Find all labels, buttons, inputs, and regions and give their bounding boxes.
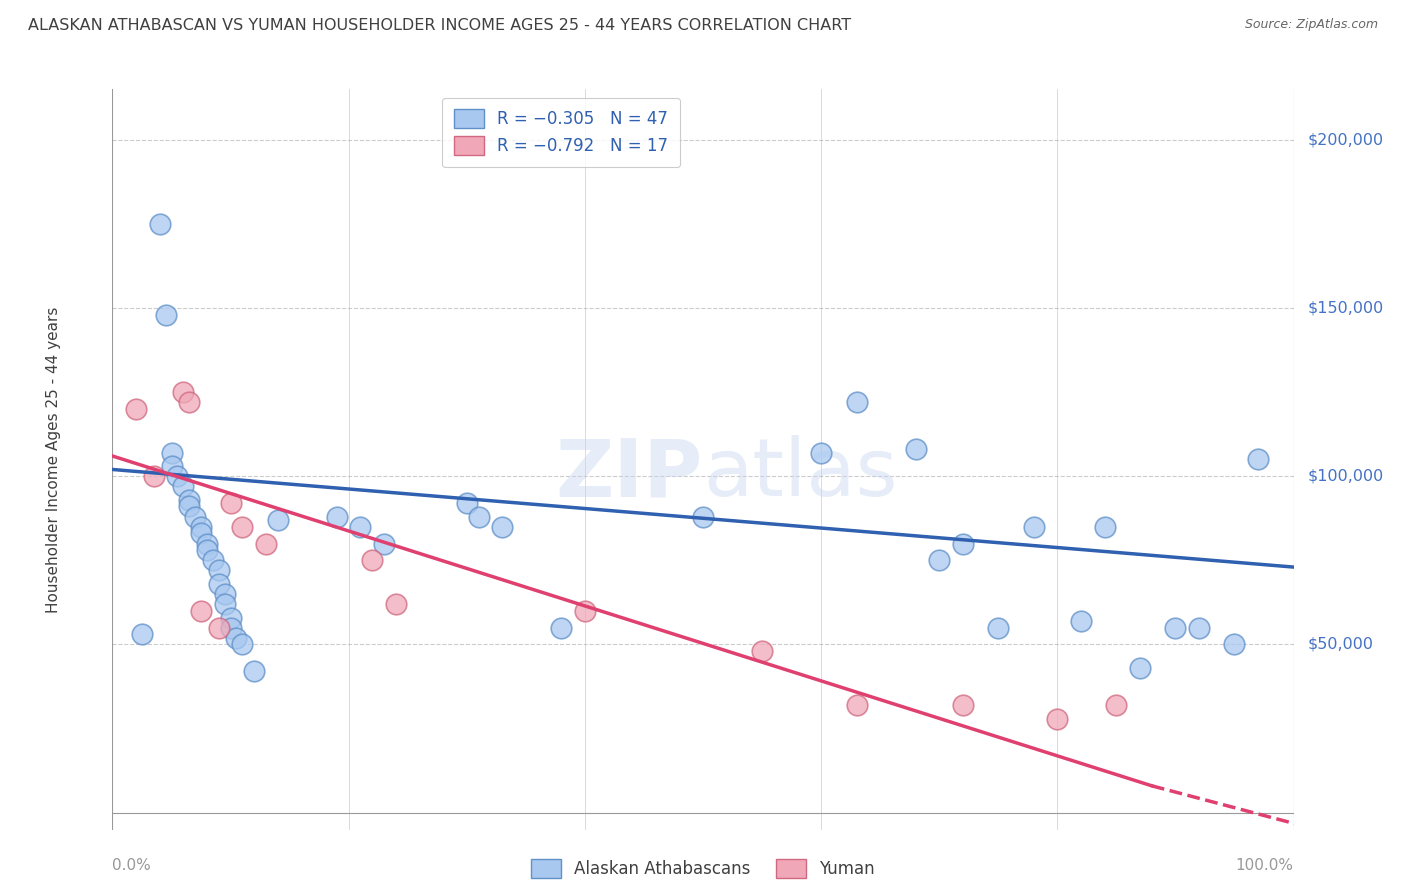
Point — [385, 597, 408, 611]
Point — [1070, 614, 1092, 628]
Point — [131, 627, 153, 641]
Legend: Alaskan Athabascans, Yuman: Alaskan Athabascans, Yuman — [522, 848, 884, 888]
Point — [326, 509, 349, 524]
Point — [373, 536, 395, 550]
Point — [845, 395, 868, 409]
Point — [254, 536, 277, 550]
Point — [467, 509, 489, 524]
Point — [491, 519, 513, 533]
Point — [190, 519, 212, 533]
Point — [1164, 621, 1187, 635]
Point — [751, 644, 773, 658]
Point — [160, 459, 183, 474]
Text: ALASKAN ATHABASCAN VS YUMAN HOUSEHOLDER INCOME AGES 25 - 44 YEARS CORRELATION CH: ALASKAN ATHABASCAN VS YUMAN HOUSEHOLDER … — [28, 18, 851, 33]
Point — [1129, 661, 1152, 675]
Text: 100.0%: 100.0% — [1236, 858, 1294, 872]
Point — [1223, 637, 1246, 651]
Point — [166, 469, 188, 483]
Point — [550, 621, 572, 635]
Point — [225, 631, 247, 645]
Point — [155, 308, 177, 322]
Text: Source: ZipAtlas.com: Source: ZipAtlas.com — [1244, 18, 1378, 31]
Point — [1247, 452, 1270, 467]
Point — [195, 543, 218, 558]
Point — [219, 610, 242, 624]
Point — [987, 621, 1010, 635]
Point — [190, 604, 212, 618]
Point — [125, 401, 148, 416]
Text: 0.0%: 0.0% — [112, 858, 152, 872]
Point — [952, 698, 974, 712]
Text: atlas: atlas — [703, 435, 897, 513]
Point — [904, 442, 927, 457]
Point — [231, 519, 253, 533]
Point — [190, 526, 212, 541]
Point — [172, 479, 194, 493]
Text: $200,000: $200,000 — [1308, 132, 1384, 147]
Point — [1105, 698, 1128, 712]
Text: $100,000: $100,000 — [1308, 468, 1384, 483]
Point — [231, 637, 253, 651]
Point — [179, 492, 201, 507]
Point — [219, 496, 242, 510]
Text: $150,000: $150,000 — [1308, 301, 1384, 316]
Point — [267, 513, 290, 527]
Point — [952, 536, 974, 550]
Point — [349, 519, 371, 533]
Point — [1188, 621, 1211, 635]
Point — [1022, 519, 1045, 533]
Point — [142, 469, 165, 483]
Point — [810, 445, 832, 459]
Point — [179, 395, 201, 409]
Point — [214, 587, 236, 601]
Point — [160, 445, 183, 459]
Point — [456, 496, 478, 510]
Point — [361, 553, 384, 567]
Point — [692, 509, 714, 524]
Text: ZIP: ZIP — [555, 435, 703, 513]
Point — [214, 597, 236, 611]
Point — [845, 698, 868, 712]
Text: Householder Income Ages 25 - 44 years: Householder Income Ages 25 - 44 years — [46, 306, 60, 613]
Point — [208, 577, 231, 591]
Point — [1046, 712, 1069, 726]
Point — [149, 217, 172, 231]
Point — [184, 509, 207, 524]
Point — [243, 665, 266, 679]
Point — [928, 553, 950, 567]
Point — [195, 536, 218, 550]
Point — [574, 604, 596, 618]
Point — [201, 553, 224, 567]
Point — [208, 621, 231, 635]
Point — [179, 500, 201, 514]
Point — [219, 621, 242, 635]
Text: $50,000: $50,000 — [1308, 637, 1374, 652]
Point — [1094, 519, 1116, 533]
Point — [172, 385, 194, 400]
Point — [208, 564, 231, 578]
